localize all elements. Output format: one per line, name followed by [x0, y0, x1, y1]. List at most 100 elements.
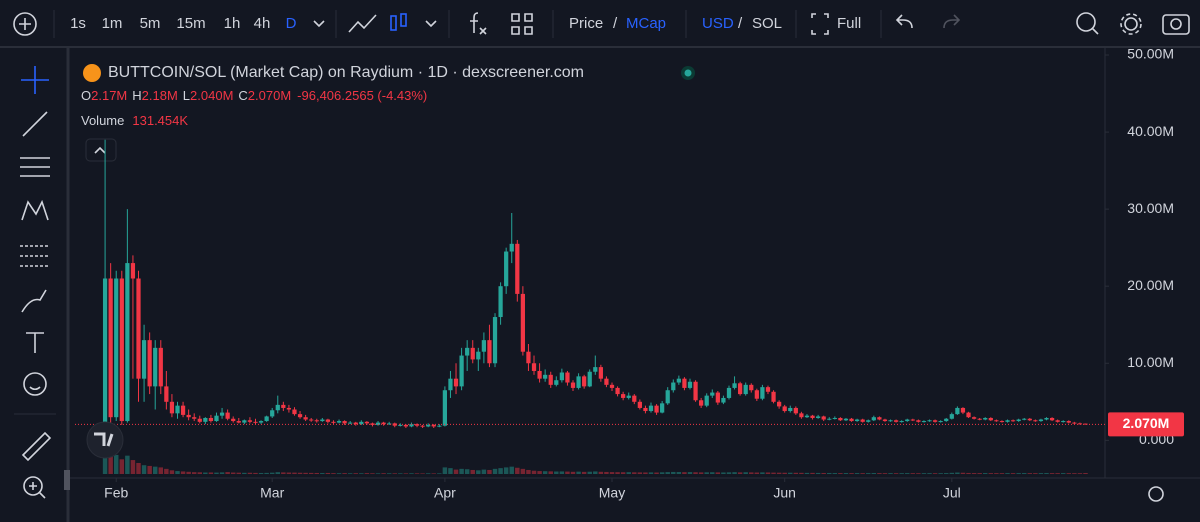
- volume-bar: [169, 470, 175, 474]
- volume-bar: [509, 466, 514, 474]
- price-toggle[interactable]: Price: [569, 15, 603, 32]
- interval[interactable]: 1m: [102, 15, 123, 32]
- volume-legend: Volume 131.454K: [81, 113, 188, 128]
- settings-icon[interactable]: [1124, 17, 1138, 31]
- candle-body: [342, 421, 347, 424]
- interval[interactable]: 4h: [254, 15, 271, 32]
- candle-body: [231, 418, 236, 422]
- candle-body: [554, 380, 559, 385]
- fullscreen-button[interactable]: Full: [837, 15, 861, 32]
- candle-body: [637, 401, 642, 408]
- candle-body: [604, 378, 609, 385]
- candle-body: [960, 407, 966, 413]
- volume-bar: [197, 472, 203, 474]
- candle-body: [944, 418, 949, 422]
- dropdown-icon[interactable]: [425, 20, 437, 28]
- token-logo: [83, 64, 101, 82]
- volume-bar: [230, 472, 236, 474]
- candle-body: [570, 382, 576, 388]
- volume-bar: [526, 469, 531, 474]
- volume-bar: [765, 472, 771, 474]
- interval[interactable]: 1s: [70, 15, 86, 32]
- interval[interactable]: 15m: [176, 15, 205, 32]
- emoji-tool[interactable]: [23, 372, 47, 396]
- fib-tool[interactable]: [20, 157, 50, 177]
- candle-icon[interactable]: [390, 15, 397, 31]
- candle-body: [515, 243, 520, 294]
- add-icon[interactable]: [13, 12, 37, 36]
- mcap-toggle[interactable]: MCap: [626, 15, 666, 32]
- undo-icon[interactable]: [895, 14, 913, 29]
- candle-body: [470, 347, 475, 360]
- candle-body: [387, 423, 392, 425]
- volume-bar: [347, 473, 353, 474]
- volume-bar: [152, 466, 158, 474]
- volume-bar: [676, 472, 682, 474]
- volume-bar: [754, 472, 760, 474]
- text-tool[interactable]: [26, 332, 44, 353]
- volume-bar: [431, 473, 436, 474]
- candle-body: [398, 424, 403, 426]
- ruler-tool[interactable]: [21, 431, 52, 462]
- candle-body: [242, 420, 247, 423]
- volume-bar: [409, 473, 414, 474]
- volume-bar: [303, 472, 308, 474]
- candle-body: [849, 418, 854, 422]
- layout-icon[interactable]: [511, 13, 533, 35]
- volume-bar: [158, 467, 164, 474]
- volume-bar: [726, 472, 732, 474]
- search-icon[interactable]: [1076, 12, 1096, 32]
- candle-body: [921, 421, 927, 423]
- camera-icon[interactable]: [1162, 14, 1190, 35]
- volume-bar: [425, 473, 431, 474]
- candle-body: [247, 420, 253, 422]
- line-chart-icon[interactable]: [348, 14, 377, 33]
- y-tick-label: 20.00M: [1127, 277, 1174, 293]
- interval[interactable]: 5m: [140, 15, 161, 32]
- candle-body: [548, 374, 553, 385]
- volume-bar: [275, 472, 280, 474]
- usd-toggle[interactable]: USD: [702, 15, 734, 32]
- candle-body: [983, 417, 988, 420]
- candle-body: [270, 410, 275, 417]
- ohlc-line: O2.17M H2.18M L2.040M C2.070M -96,406.2565 (…: [81, 88, 427, 103]
- candle-body: [136, 278, 141, 379]
- trendline-tool[interactable]: [22, 111, 48, 137]
- volume-bar: [593, 471, 598, 474]
- volume-bar: [760, 472, 765, 474]
- sol-toggle[interactable]: SOL: [752, 15, 782, 32]
- left-toolbar: [14, 66, 70, 499]
- candle-body: [843, 418, 849, 421]
- y-tick-label: 50.00M: [1127, 46, 1174, 62]
- volume-bar: [308, 472, 314, 474]
- settings-icon: [1120, 13, 1142, 35]
- axis-settings-icon[interactable]: [1148, 486, 1164, 502]
- crosshair-tool[interactable]: [21, 66, 49, 94]
- status-dot: [684, 69, 692, 77]
- fullscreen-icon[interactable]: [811, 13, 829, 35]
- candle-body: [994, 420, 999, 422]
- candle-body: [114, 278, 119, 418]
- candle-body: [197, 418, 202, 422]
- prediction-tool[interactable]: [20, 245, 50, 267]
- candle-body: [1005, 420, 1010, 422]
- interval[interactable]: 1h: [224, 15, 241, 32]
- dropdown-icon[interactable]: [313, 20, 325, 28]
- volume-bar: [442, 467, 448, 474]
- y-tick-label: 30.00M: [1127, 200, 1174, 216]
- interval[interactable]: D: [286, 15, 297, 32]
- pattern-tool[interactable]: [21, 199, 49, 221]
- volume-bar: [381, 473, 386, 474]
- candle-body: [804, 415, 810, 418]
- volume-bar: [966, 472, 971, 474]
- candle-body: [899, 421, 904, 423]
- redo-icon[interactable]: [943, 14, 961, 29]
- volume-value: 131.454K: [132, 113, 188, 128]
- zoom-tool[interactable]: [23, 476, 43, 496]
- indicator-icon[interactable]: [470, 12, 487, 35]
- candle-body: [693, 381, 698, 401]
- candle-body: [559, 372, 564, 381]
- brush-tool[interactable]: [21, 289, 47, 313]
- candle-body: [169, 401, 175, 414]
- price-label-box: [1108, 412, 1184, 437]
